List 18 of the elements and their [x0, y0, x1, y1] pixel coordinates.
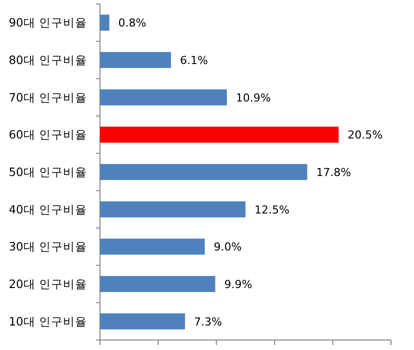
data-label: 9.9% [224, 278, 252, 291]
y-tick-label: 20대 인구비율 [8, 277, 87, 291]
y-tick-label: 50대 인구비율 [8, 165, 87, 179]
data-label: 7.3% [194, 315, 222, 328]
data-label: 6.1% [180, 54, 208, 67]
data-label: 9.0% [214, 240, 242, 254]
data-label: 12.5% [254, 203, 290, 216]
y-tick-label: 40대 인구비율 [8, 202, 87, 216]
y-tick-label: 70대 인구비율 [8, 90, 87, 104]
y-tick-label: 90대 인구비율 [8, 16, 87, 30]
data-label: 17.8% [316, 166, 352, 179]
data-label: 20.5% [348, 128, 383, 142]
y-tick-label: 30대 인구비율 [8, 240, 87, 254]
data-label: 0.8% [118, 16, 146, 30]
y-tick-label: 80대 인구비율 [8, 53, 87, 67]
y-tick-label: 10대 인구비율 [8, 314, 87, 328]
y-tick-label: 60대 인구비율 [8, 128, 87, 142]
data-label: 10.9% [236, 91, 271, 104]
